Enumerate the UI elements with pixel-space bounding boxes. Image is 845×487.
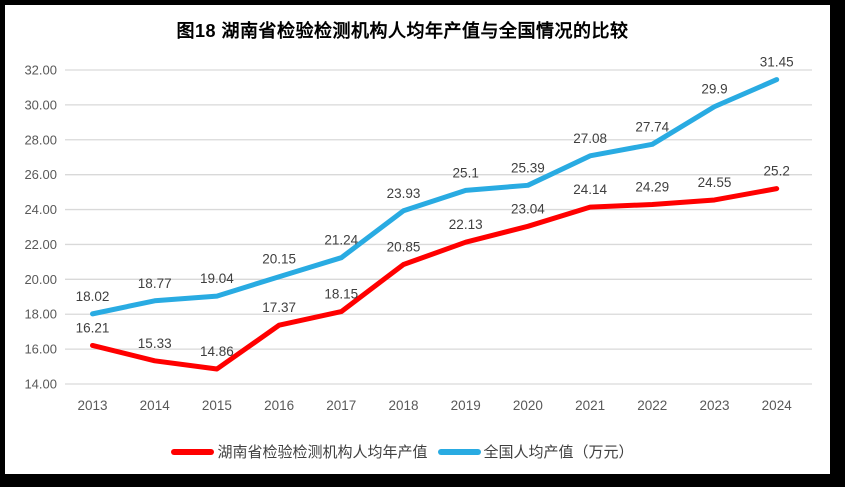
data-label: 24.29 [635, 179, 669, 194]
data-label: 25.1 [453, 165, 479, 180]
x-tick-label: 2014 [140, 398, 171, 413]
y-tick-label: 30.00 [24, 97, 57, 112]
x-tick-label: 2019 [451, 398, 481, 413]
x-tick-label: 2022 [637, 398, 667, 413]
y-tick-label: 26.00 [24, 167, 57, 182]
series-line-0 [90, 186, 780, 372]
data-label: 27.08 [573, 131, 607, 146]
data-label: 23.04 [511, 201, 545, 216]
legend-item-national: 全国人均产值（万元） [437, 441, 634, 462]
legend-item-hunan: 湖南省检验检测机构人均年产值 [171, 441, 428, 462]
data-label: 18.02 [76, 289, 110, 304]
data-label: 24.55 [698, 175, 732, 190]
data-label: 31.45 [760, 55, 794, 70]
data-label: 24.14 [573, 182, 607, 197]
series-line-1 [90, 77, 780, 317]
x-tick-label: 2023 [699, 398, 729, 413]
data-label: 25.39 [511, 160, 545, 175]
x-tick-label: 2015 [202, 398, 232, 413]
y-tick-label: 28.00 [24, 132, 57, 147]
chart-title: 图18 湖南省检验检测机构人均年产值与全国情况的比较 [176, 21, 629, 41]
x-tick-label: 2013 [77, 398, 107, 413]
data-label: 15.33 [138, 336, 172, 351]
legend: 湖南省检验检测机构人均年产值 全国人均产值（万元） [5, 441, 800, 462]
x-tick-label: 2024 [762, 398, 793, 413]
data-label: 27.74 [635, 119, 669, 134]
x-tick-label: 2020 [513, 398, 543, 413]
y-tick-label: 18.00 [24, 307, 57, 322]
data-label: 20.15 [262, 252, 296, 267]
data-label: 29.9 [701, 82, 727, 97]
x-tick-label: 2018 [388, 398, 418, 413]
y-tick-label: 20.00 [24, 272, 57, 287]
legend-swatch-hunan [171, 448, 215, 455]
data-label: 14.86 [200, 344, 234, 359]
y-tick-label: 14.00 [24, 377, 57, 392]
y-tick-label: 32.00 [24, 63, 57, 78]
plot-area: 14.00 16.00 18.00 20.00 22.00 24.00 26.00 28.00… [24, 55, 812, 413]
legend-label-national: 全国人均产值（万元） [483, 444, 634, 461]
data-label: 23.93 [387, 186, 421, 201]
data-label: 25.2 [764, 164, 790, 179]
x-tick-label: 2021 [575, 398, 605, 413]
data-label: 18.15 [324, 287, 358, 302]
legend-label-hunan: 湖南省检验检测机构人均年产值 [217, 444, 428, 461]
data-label: 17.37 [262, 300, 296, 315]
data-label: 19.04 [200, 271, 234, 286]
data-label: 21.24 [324, 233, 358, 248]
x-tick-label: 2017 [326, 398, 356, 413]
x-tick-label: 2016 [264, 398, 294, 413]
legend-swatch-national [437, 448, 481, 455]
chart-frame: 图18 湖南省检验检测机构人均年产值与全国情况的比较 14.00 16.00 18.… [5, 5, 830, 474]
data-label: 18.77 [138, 276, 172, 291]
data-label: 16.21 [76, 320, 110, 335]
y-tick-label: 22.00 [24, 237, 57, 252]
y-tick-label: 24.00 [24, 202, 57, 217]
y-tick-label: 16.00 [24, 342, 57, 357]
data-label: 20.85 [387, 240, 421, 255]
data-label: 22.13 [449, 217, 483, 232]
